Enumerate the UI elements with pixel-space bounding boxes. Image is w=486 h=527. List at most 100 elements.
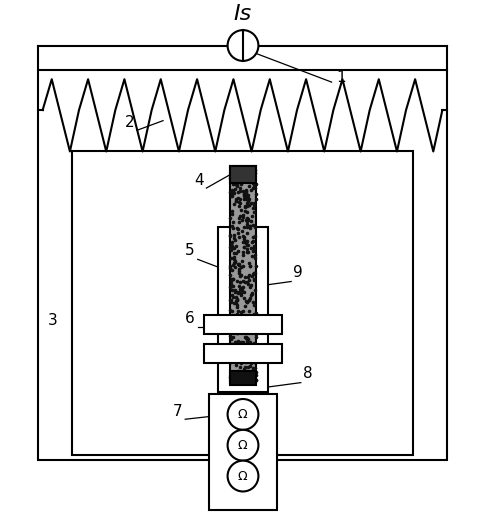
Point	[242, 202, 249, 211]
Point	[251, 183, 259, 192]
Point	[226, 296, 234, 305]
Point	[246, 338, 254, 347]
Point	[228, 340, 236, 348]
Point	[245, 306, 253, 315]
Point	[244, 372, 252, 380]
Point	[232, 194, 240, 203]
Point	[232, 293, 240, 301]
Point	[235, 288, 243, 297]
Point	[241, 363, 249, 372]
Point	[240, 233, 247, 241]
Point	[228, 242, 236, 250]
Point	[237, 179, 245, 187]
Point	[245, 344, 253, 353]
Point	[228, 164, 236, 172]
Point	[230, 235, 238, 243]
Point	[243, 336, 251, 345]
Point	[237, 290, 245, 299]
Point	[229, 293, 237, 301]
Point	[249, 184, 257, 192]
Point	[234, 175, 242, 183]
Point	[227, 246, 235, 255]
Point	[227, 358, 235, 366]
Point	[247, 350, 255, 358]
Point	[245, 377, 253, 385]
Point	[244, 279, 252, 288]
Point	[246, 222, 254, 230]
Point	[242, 341, 249, 349]
Point	[234, 223, 242, 232]
Point	[226, 313, 234, 321]
Point	[252, 262, 260, 270]
Point	[234, 188, 242, 196]
Point	[239, 307, 247, 316]
Point	[252, 376, 260, 385]
Point	[236, 184, 243, 192]
Point	[226, 243, 234, 251]
Point	[233, 299, 241, 307]
Point	[247, 243, 255, 252]
Point	[250, 376, 258, 384]
Point	[229, 378, 237, 386]
Point	[242, 187, 250, 195]
Point	[243, 220, 251, 229]
Point	[250, 339, 258, 347]
Point	[237, 307, 245, 316]
Point	[240, 165, 248, 173]
Point	[251, 253, 259, 262]
Point	[240, 251, 247, 259]
Point	[239, 284, 246, 292]
Point	[248, 272, 256, 280]
Point	[226, 282, 234, 291]
Point	[240, 248, 247, 256]
Point	[247, 356, 255, 365]
Point	[252, 330, 260, 338]
Point	[243, 367, 251, 375]
Point	[243, 298, 251, 306]
Point	[236, 285, 244, 294]
Point	[243, 248, 251, 256]
Point	[242, 357, 250, 365]
Point	[229, 374, 237, 383]
Point	[229, 281, 237, 290]
Point	[226, 174, 234, 182]
Point	[234, 194, 242, 202]
Point	[250, 181, 258, 189]
Point	[232, 197, 240, 206]
Point	[247, 316, 255, 325]
Bar	[229, 166, 257, 183]
Point	[246, 340, 254, 348]
Point	[239, 262, 247, 270]
Point	[228, 243, 236, 252]
Point	[243, 348, 251, 357]
Point	[234, 288, 242, 297]
Text: 8: 8	[303, 366, 312, 381]
Point	[234, 337, 242, 346]
Point	[226, 254, 234, 262]
Point	[230, 200, 238, 209]
Point	[234, 307, 242, 316]
Point	[234, 229, 242, 237]
Text: 2: 2	[124, 115, 134, 130]
Point	[252, 190, 260, 198]
Point	[227, 352, 235, 360]
Point	[227, 277, 235, 286]
Point	[226, 188, 234, 196]
Point	[239, 187, 247, 196]
Point	[235, 259, 243, 268]
Point	[228, 189, 236, 198]
Point	[243, 229, 251, 238]
Point	[242, 186, 249, 194]
Bar	[229, 166, 257, 383]
Point	[244, 363, 252, 372]
Point	[245, 296, 253, 305]
Point	[250, 268, 258, 277]
Point	[230, 255, 238, 264]
Point	[248, 178, 256, 187]
Point	[235, 282, 243, 290]
Point	[226, 261, 234, 270]
Point	[228, 238, 236, 246]
Point	[227, 239, 235, 248]
Point	[239, 211, 247, 220]
Point	[243, 195, 250, 203]
